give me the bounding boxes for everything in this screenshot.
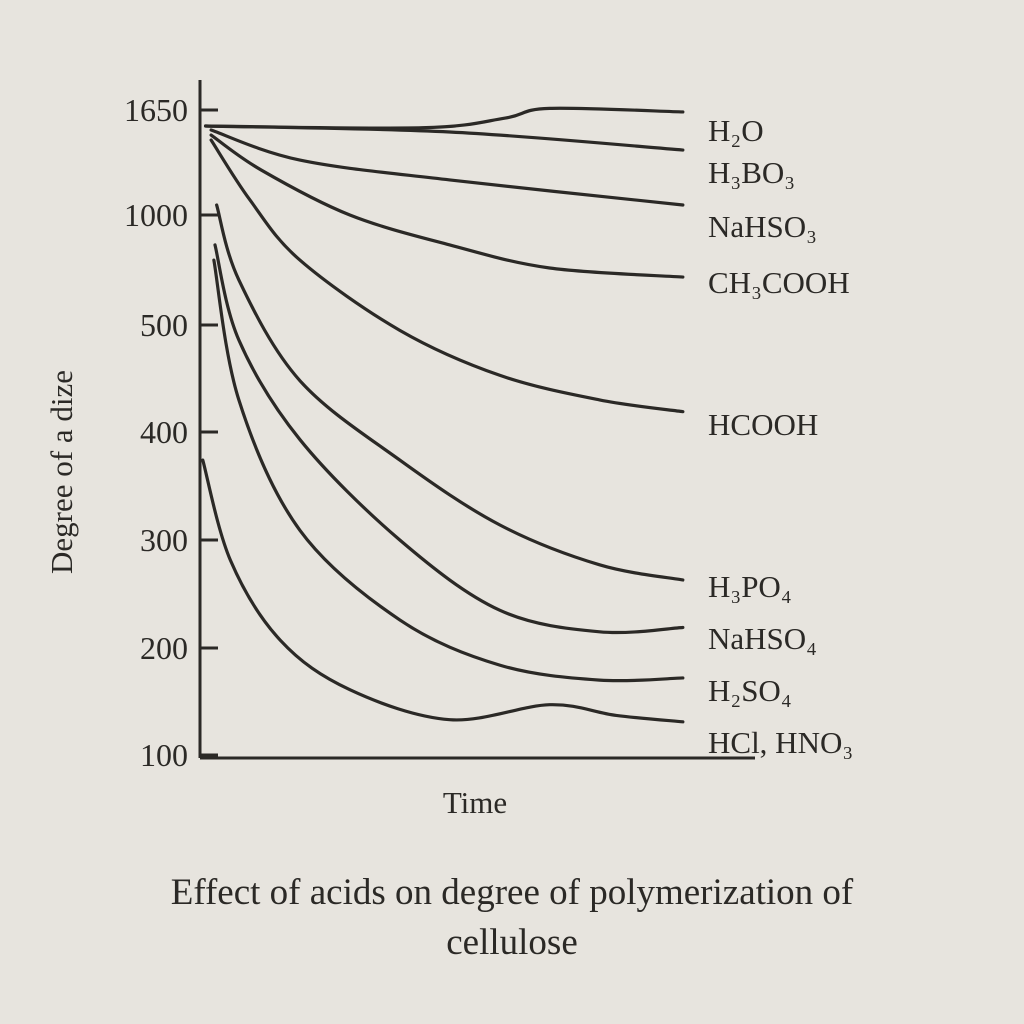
series-label: H₃BO₃ xyxy=(708,155,795,190)
y-tick-label: 100 xyxy=(140,737,188,773)
series-label: CH₃COOH xyxy=(708,265,850,300)
y-tick-label: 500 xyxy=(140,307,188,343)
chart-title: Effect of acids on degree of polymerizat… xyxy=(170,872,854,963)
y-axis-label: Degree of a dize xyxy=(44,370,79,574)
y-tick-label: 1000 xyxy=(124,197,188,233)
series-label: H₂SO₄ xyxy=(708,673,792,708)
series-label: HCl, HNO₃ xyxy=(708,725,853,760)
series-line-h2o xyxy=(203,106,685,130)
series-label: NaHSO₄ xyxy=(708,621,817,656)
series-line-nahso3 xyxy=(209,128,685,207)
y-tick-label: 200 xyxy=(140,630,188,666)
series-label: H₂O xyxy=(708,113,764,148)
series-label: H₃PO₄ xyxy=(708,569,792,604)
series-line-h3po4 xyxy=(215,203,685,582)
series-line-nahso4 xyxy=(213,243,685,635)
series-line-hcooh xyxy=(209,138,685,414)
series-line-h2so4 xyxy=(212,258,685,683)
series-line-h3bo3 xyxy=(203,124,685,152)
series-line-ch3cooh xyxy=(209,133,685,279)
series-line-hcl-hno3 xyxy=(201,458,685,724)
series-label: HCOOH xyxy=(708,407,818,442)
series-label: NaHSO₃ xyxy=(708,209,817,244)
y-tick-label: 400 xyxy=(140,414,188,450)
y-tick-label: 1650 xyxy=(124,92,188,128)
x-axis-label: Time xyxy=(443,785,507,820)
y-tick-label: 300 xyxy=(140,522,188,558)
